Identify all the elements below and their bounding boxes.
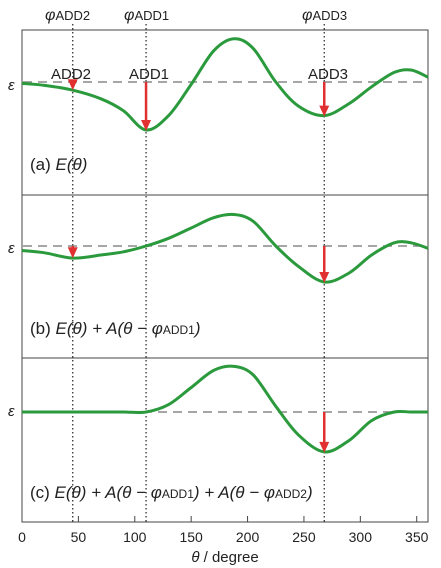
panel-b-label: (b) E(θ) + A(θ − φADD1): [30, 319, 201, 338]
x-tick-label-150: 150: [179, 529, 203, 545]
panel-c-label: (c) E(θ) + A(θ − φADD1) + A(θ − φADD2): [30, 483, 313, 502]
vertical-guides: [72, 24, 325, 522]
x-tick-label-100: 100: [123, 529, 147, 545]
epsilon-label-b: ε: [8, 240, 15, 257]
x-tick-label-50: 50: [71, 529, 87, 545]
energy-curves: [21, 37, 429, 454]
x-tick-label-300: 300: [349, 529, 373, 545]
add1-label: ADD1: [129, 66, 169, 83]
add3-label: ADD3: [308, 66, 348, 83]
x-axis: 0 50 100 150 200 250 300 350: [18, 516, 429, 545]
x-tick-label-0: 0: [18, 529, 26, 545]
epsilon-label-c: ε: [8, 403, 15, 420]
x-tick-label-200: 200: [236, 529, 260, 545]
arrow-panel-a-2: [319, 82, 330, 117]
arrow-panel-c-0: [319, 412, 330, 453]
top-phi-labels: φADD2 φADD1 φADD3: [45, 7, 347, 24]
curve-panel-a: [21, 37, 429, 132]
panel-c-frame: [21, 357, 429, 523]
phi-add2-label: φADD2: [45, 7, 90, 24]
x-tick-label-250: 250: [292, 529, 316, 545]
epsilon-dashed-lines: [23, 81, 427, 413]
panel-a-label: (a) E(θ): [30, 155, 87, 174]
red-arrows: [67, 79, 330, 453]
arrow-panel-a-0: [67, 79, 78, 91]
epsilon-label-a: ε: [8, 77, 15, 94]
add-labels: ADD2 ADD1 ADD3: [51, 66, 348, 83]
add2-label: ADD2: [51, 66, 91, 83]
curve-panel-b: [21, 212, 429, 284]
arrow-panel-b-1: [319, 246, 330, 283]
phi-add3-label: φADD3: [302, 7, 347, 24]
panel-frames: [21, 29, 429, 523]
phi-add1-label: φADD1: [124, 7, 169, 24]
x-tick-label-350: 350: [405, 529, 429, 545]
curve-panel-c: [22, 364, 428, 454]
arrow-panel-a-1: [141, 82, 152, 131]
x-axis-label: θ / degree: [191, 549, 258, 566]
arrow-panel-b-0: [67, 246, 78, 259]
